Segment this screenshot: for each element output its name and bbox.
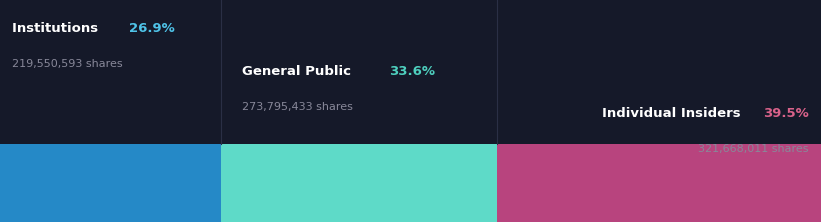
Bar (497, 144, 821, 222)
Text: General Public: General Public (242, 65, 355, 77)
Text: 219,550,593 shares: 219,550,593 shares (12, 59, 123, 69)
Bar (0, 144, 221, 222)
Text: 273,795,433 shares: 273,795,433 shares (242, 101, 353, 112)
Text: Institutions: Institutions (12, 22, 103, 35)
Text: Individual Insiders: Individual Insiders (603, 107, 745, 120)
Bar (221, 144, 497, 222)
Text: 33.6%: 33.6% (389, 65, 435, 77)
Text: 26.9%: 26.9% (130, 22, 175, 35)
Text: 39.5%: 39.5% (763, 107, 809, 120)
Text: 321,668,011 shares: 321,668,011 shares (698, 144, 809, 154)
